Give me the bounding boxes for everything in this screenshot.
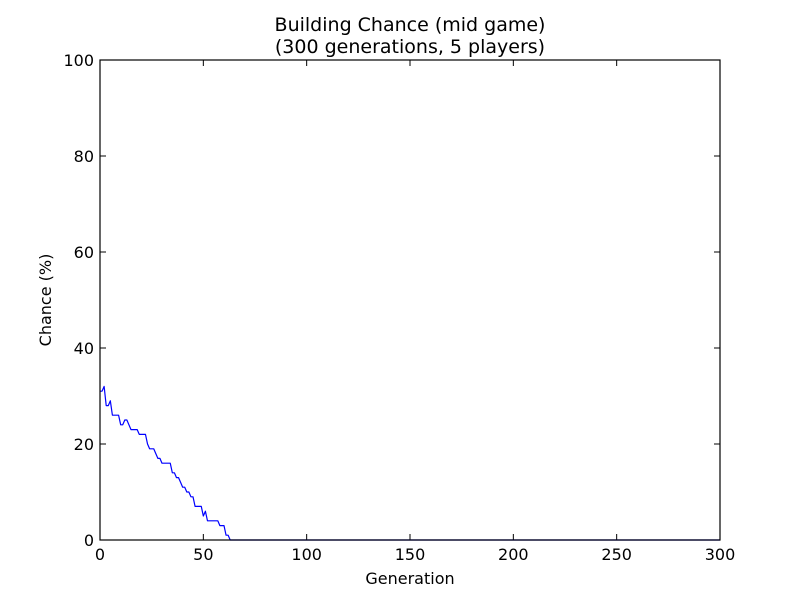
y-tick-label: 20 (74, 435, 94, 454)
series-line (100, 385, 720, 541)
series-lines (100, 385, 720, 541)
y-tick-label: 60 (74, 243, 94, 262)
plot-area (100, 60, 720, 540)
x-axis-label: Generation (365, 569, 454, 588)
y-tick-label: 0 (84, 531, 94, 550)
x-tick-label: 100 (291, 545, 322, 564)
y-tick-label: 40 (74, 339, 94, 358)
y-axis-label: Chance (%) (36, 254, 55, 347)
y-tick-label: 80 (74, 147, 94, 166)
x-tick-label: 300 (705, 545, 736, 564)
x-tick-label: 50 (193, 545, 213, 564)
y-tick-label: 100 (63, 51, 94, 70)
x-tick-label: 0 (95, 545, 105, 564)
x-tick-label: 200 (498, 545, 529, 564)
axis-ticks: 0 50 100 150 200 250 300 0 20 40 60 80 100 (63, 51, 735, 564)
x-tick-label: 150 (395, 545, 426, 564)
x-tick-label: 250 (601, 545, 632, 564)
plot-frame (99, 59, 721, 541)
chart-title-line-2: (300 generations, 5 players) (275, 36, 545, 58)
chart-title-line-1: Building Chance (mid game) (275, 14, 546, 36)
